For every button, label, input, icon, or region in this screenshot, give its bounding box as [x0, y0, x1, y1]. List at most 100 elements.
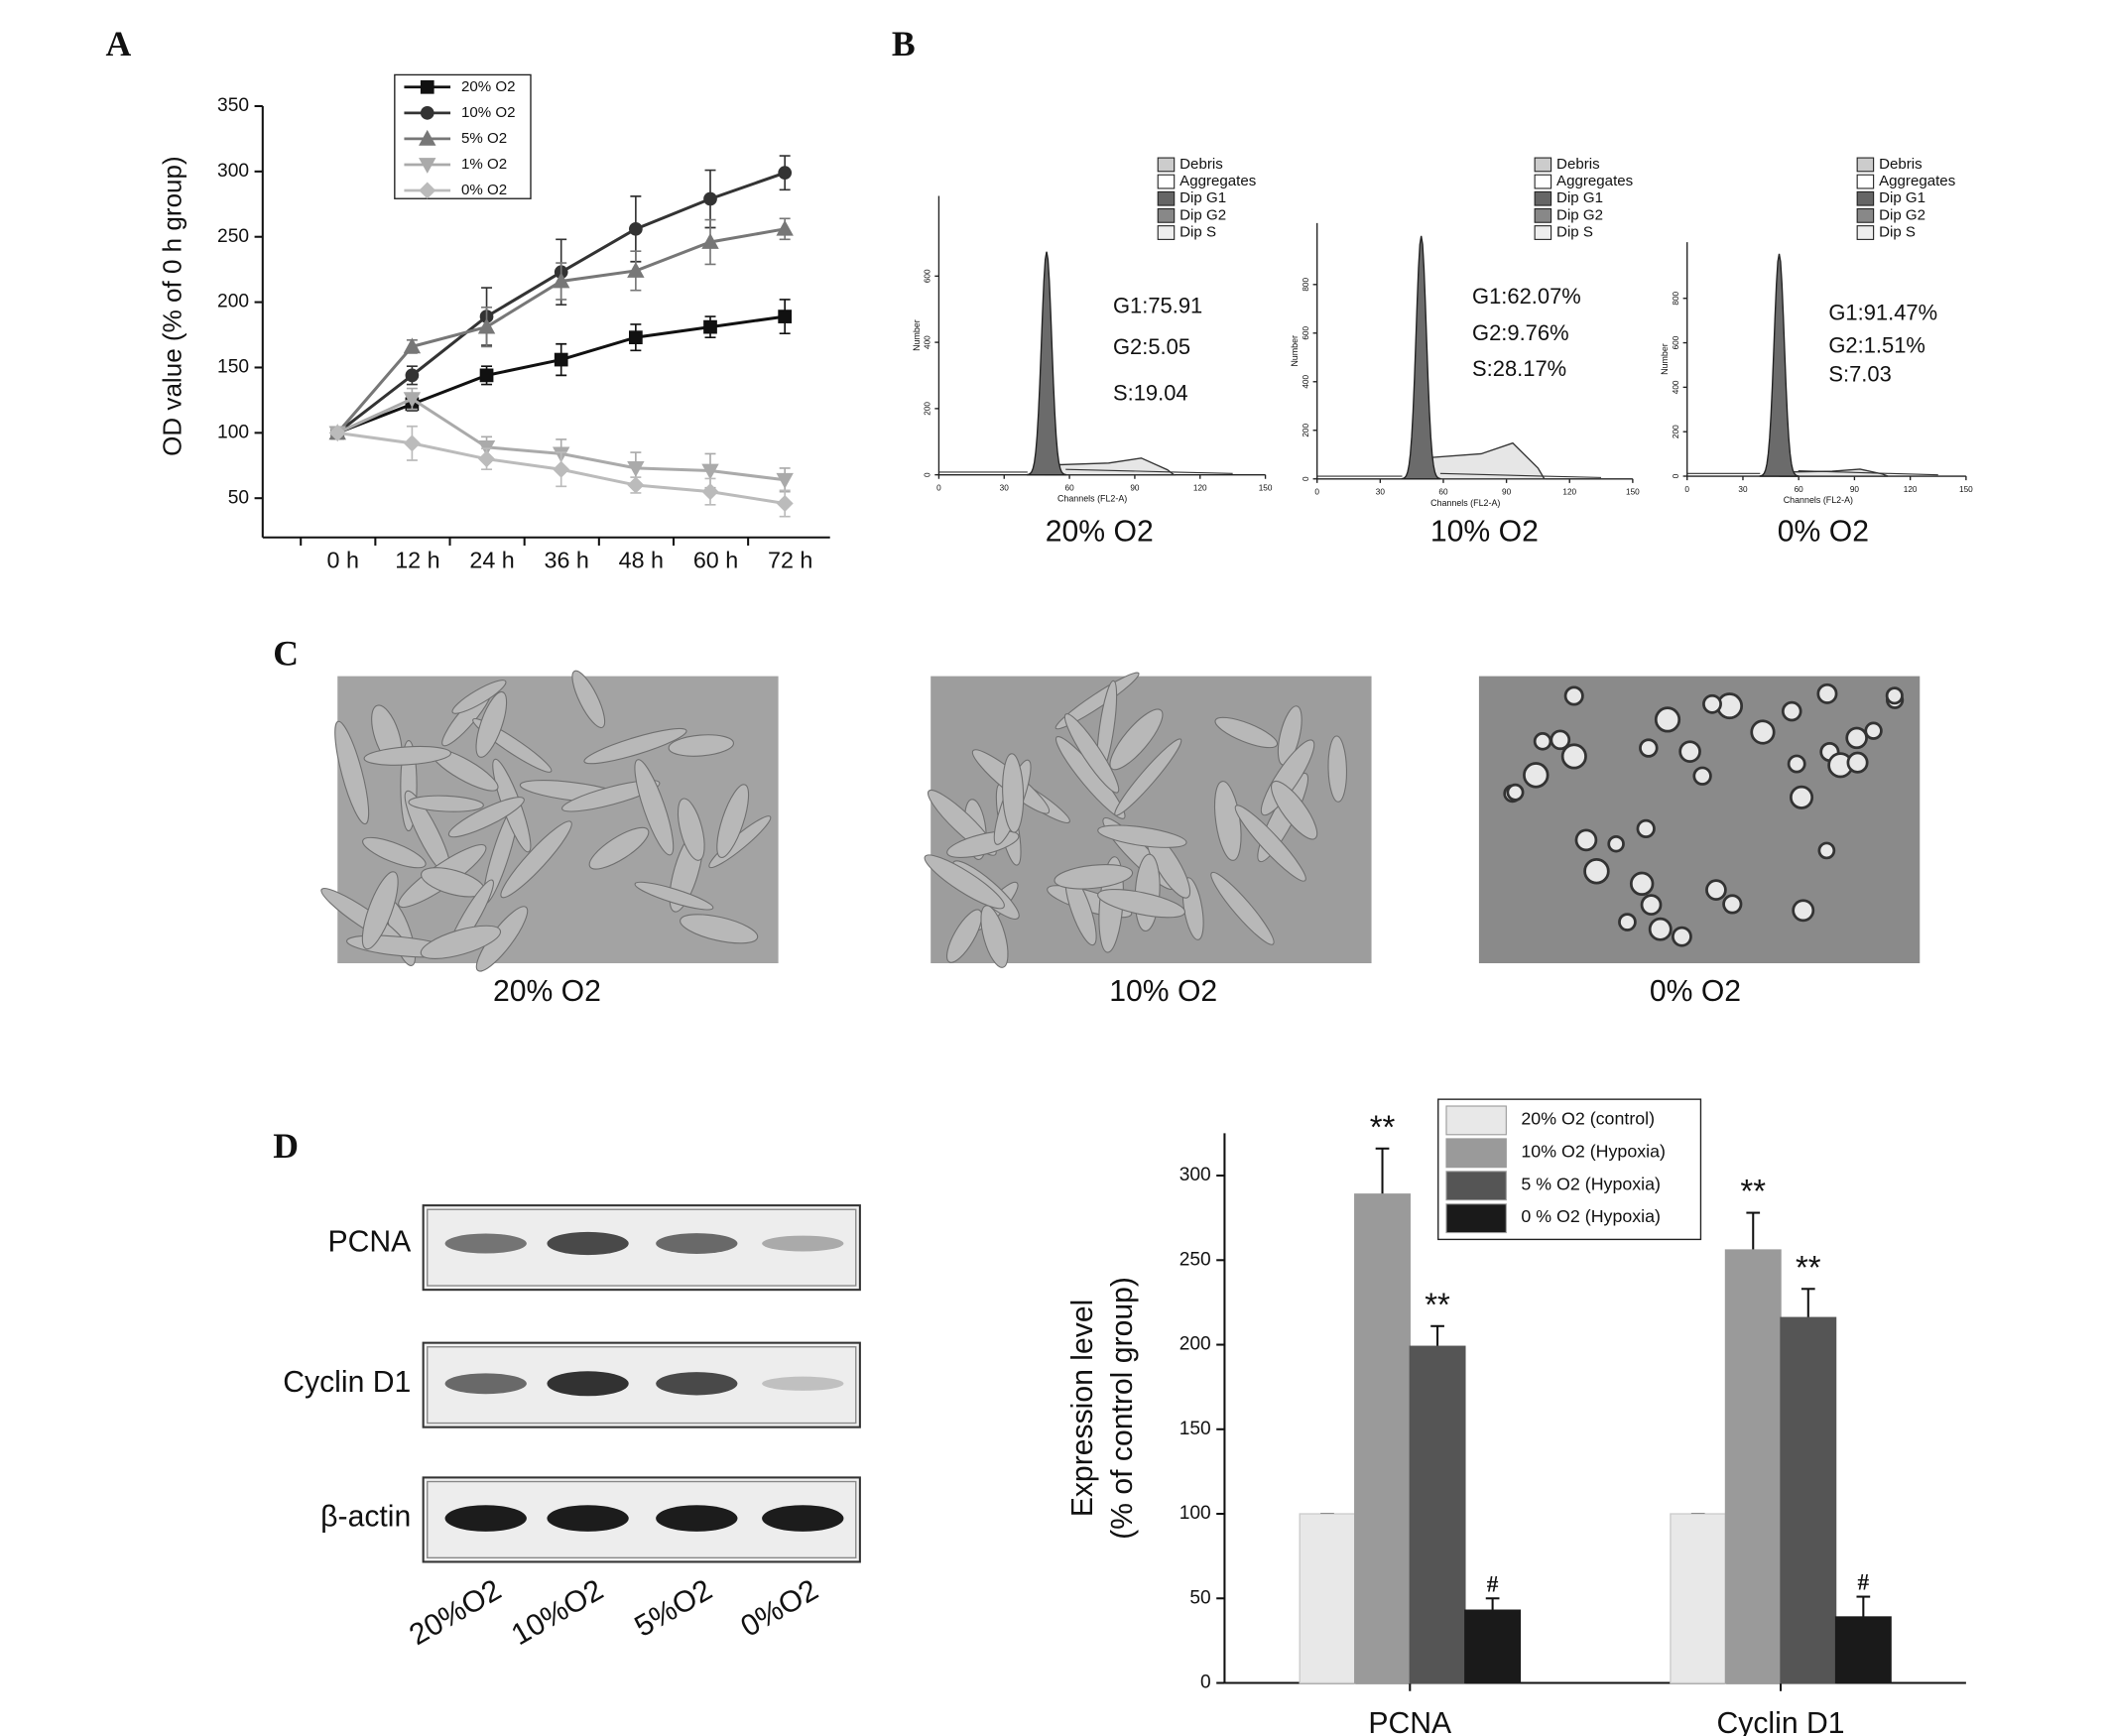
- x-tick-label: 72 h: [768, 548, 812, 573]
- flow-g1-peak: [1759, 253, 1799, 477]
- bar: [1724, 1249, 1782, 1684]
- flow-stat: G1:91.47%: [1828, 301, 1937, 325]
- marker: [703, 319, 717, 334]
- y-tick-label: 100: [1179, 1503, 1211, 1524]
- marker: [627, 461, 645, 477]
- y-tick-label: 0: [1200, 1673, 1211, 1693]
- y-tick-label: 100: [217, 422, 249, 442]
- flow-y-tick: 0: [924, 472, 932, 477]
- marker: [403, 392, 422, 409]
- flow-s-phase: [1420, 441, 1546, 480]
- marker: [703, 191, 717, 206]
- flow-stat: G2:5.05: [1113, 334, 1190, 359]
- cell: [716, 784, 750, 858]
- cell: [1702, 693, 1722, 714]
- flow-legend-swatch: [1157, 190, 1176, 206]
- cell: [1792, 899, 1815, 923]
- cell: [1563, 685, 1584, 706]
- marker: [419, 182, 436, 199]
- flow-legend-label: Debris: [1179, 156, 1223, 173]
- flow-legend-label: Aggregates: [1179, 173, 1256, 189]
- cell: [1817, 841, 1836, 860]
- marker: [778, 310, 793, 323]
- micrograph-caption: 20% O2: [493, 975, 601, 1008]
- cell: [980, 905, 1009, 968]
- cell: [1787, 754, 1806, 774]
- flow-baseline: [938, 468, 1233, 474]
- flow-baseline: [1686, 469, 1938, 476]
- cell: [1705, 879, 1727, 901]
- y-axis-label: OD value (% of 0 h group): [158, 156, 187, 456]
- cell: [1640, 894, 1663, 916]
- y-tick-label: 300: [217, 161, 249, 182]
- protein-label: PCNA: [327, 1225, 412, 1258]
- y-tick-label: 300: [1179, 1165, 1211, 1185]
- cell: [1097, 824, 1187, 848]
- y-tick-label: 150: [217, 357, 249, 378]
- cell: [1789, 785, 1814, 809]
- cell: [1234, 805, 1306, 882]
- cell: [1648, 917, 1673, 941]
- marker: [420, 105, 434, 120]
- cell: [1583, 858, 1610, 885]
- cell: [1114, 738, 1182, 816]
- flow-legend-swatch: [1856, 190, 1875, 206]
- blot-band: [762, 1376, 844, 1391]
- significance-label: #: [1858, 1570, 1870, 1596]
- micrograph-caption: 10% O2: [1109, 975, 1217, 1008]
- y-tick-label: 250: [1179, 1249, 1211, 1270]
- cell: [1560, 743, 1587, 770]
- flow-legend-label: Dip G2: [1556, 206, 1603, 223]
- flow-legend-swatch: [1157, 174, 1176, 189]
- cell: [1506, 783, 1525, 802]
- blot-band: [444, 1233, 527, 1254]
- cell: [588, 826, 650, 870]
- y-tick-label: 200: [1179, 1334, 1211, 1355]
- flow-legend-swatch: [1157, 207, 1176, 223]
- bar: [1464, 1609, 1522, 1684]
- flow-y-label: Number: [1290, 335, 1300, 367]
- marker: [553, 272, 570, 289]
- bar: [1834, 1616, 1892, 1684]
- cell: [1750, 719, 1776, 745]
- blot-band: [656, 1505, 738, 1532]
- flow-legend-swatch: [1157, 225, 1176, 240]
- cell: [1885, 686, 1904, 705]
- cell: [420, 925, 502, 959]
- cell: [946, 909, 983, 963]
- marker: [403, 434, 421, 452]
- cell: [668, 734, 734, 757]
- panel-label: D: [273, 1126, 299, 1166]
- y-tick-label: 150: [1179, 1419, 1211, 1439]
- x-tick-label: 0 h: [327, 548, 359, 573]
- flow-legend-label: Dip S: [1879, 224, 1916, 241]
- cell: [1327, 735, 1348, 803]
- legend-swatch: [1445, 1171, 1507, 1201]
- marker: [776, 472, 794, 489]
- flow-legend-label: Dip G1: [1179, 189, 1226, 206]
- flow-x-tick: 90: [1850, 485, 1860, 494]
- flow-y-tick: 800: [1672, 291, 1680, 305]
- x-tick-label: PCNA: [1368, 1707, 1452, 1736]
- micrograph-caption: 0% O2: [1650, 975, 1741, 1008]
- marker: [328, 424, 346, 441]
- flow-x-tick: 0: [936, 484, 941, 493]
- flow-stat: G1:62.07%: [1472, 284, 1581, 309]
- blot-band: [547, 1505, 629, 1532]
- cell: [1607, 834, 1625, 853]
- flow-legend-label: Dip S: [1179, 224, 1216, 241]
- blot-band: [547, 1371, 629, 1397]
- flow-legend-label: Dip G1: [1556, 189, 1603, 206]
- cell: [334, 720, 370, 825]
- cell: [362, 836, 427, 869]
- flow-x-label: Channels (FL2-A): [1057, 494, 1127, 504]
- y-tick-label: 50: [1189, 1587, 1210, 1608]
- marker: [629, 221, 643, 236]
- cell: [475, 690, 508, 758]
- cell: [1846, 751, 1869, 774]
- lane-label: 10%O2: [506, 1573, 609, 1652]
- cell: [1722, 894, 1743, 915]
- legend-label: 10% O2 (Hypoxia): [1521, 1141, 1666, 1161]
- legend-label: 20% O2 (control): [1521, 1108, 1655, 1128]
